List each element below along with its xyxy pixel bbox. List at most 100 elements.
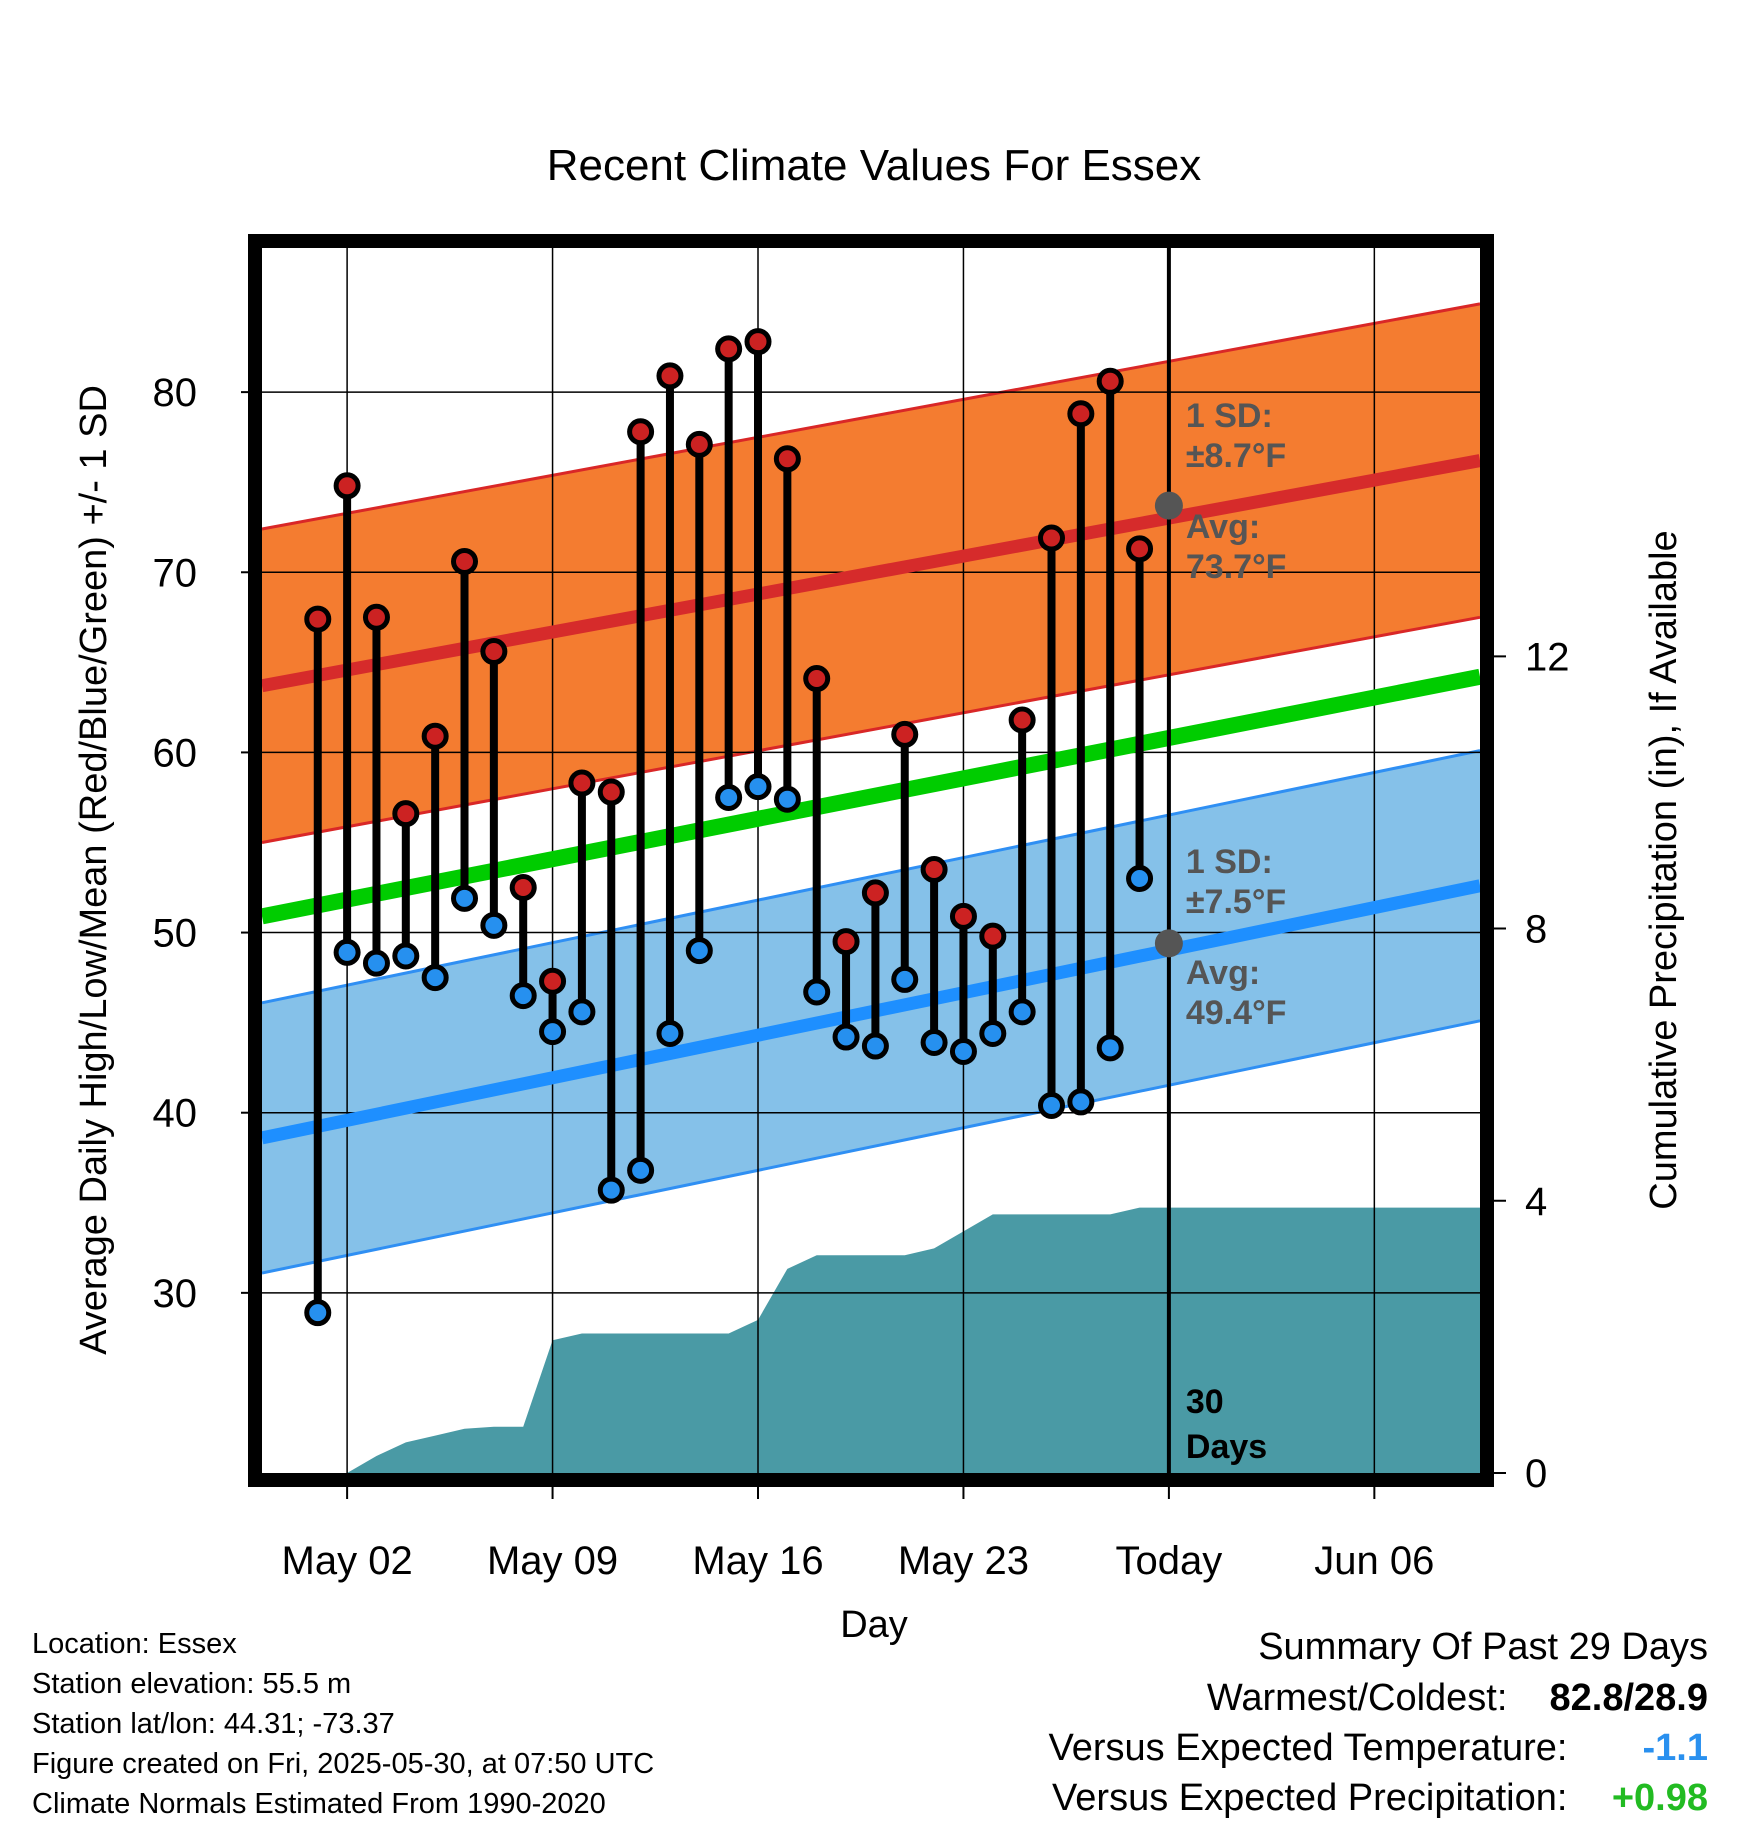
high-point: [861, 879, 889, 907]
low-point: [451, 884, 479, 912]
high-point: [597, 778, 625, 806]
y-axis-label: Average Daily High/Low/Mean (Red/Blue/Gr…: [73, 385, 115, 1355]
low-sd-label: 1 SD:: [1186, 843, 1273, 881]
today-low-avg-marker: [1154, 929, 1183, 958]
normal-high-upper-edge: [261, 302, 1481, 531]
high-sd-value: ±8.7°F: [1186, 437, 1286, 475]
low-point: [362, 949, 390, 977]
temp-value: -1.1: [1642, 1727, 1708, 1769]
low-point: [568, 998, 596, 1026]
x-tick-label: May 02: [282, 1539, 413, 1583]
y2-axis-label: Cumulative Precipitation (in), If Availa…: [1643, 530, 1685, 1209]
low-point: [861, 1032, 889, 1060]
x-tick-label: Jun 06: [1314, 1539, 1434, 1583]
high-point: [832, 928, 860, 956]
y-tick-label: 30: [153, 1272, 198, 1316]
high-point: [1037, 524, 1065, 552]
chart-title: Recent Climate Values For Essex: [547, 141, 1202, 190]
high-point: [920, 856, 948, 884]
low-point: [597, 1176, 625, 1204]
low-point: [891, 965, 919, 993]
low-point: [1096, 1034, 1124, 1062]
x-tick-label: Today: [1116, 1539, 1223, 1583]
footer-normals: Climate Normals Estimated From 1990-2020: [32, 1788, 606, 1820]
high-point: [773, 445, 801, 473]
low-point: [1126, 865, 1154, 893]
high-point: [333, 472, 361, 500]
y2-tick-label: 12: [1525, 635, 1570, 679]
high-avg-label: Avg:: [1186, 508, 1260, 546]
low-point: [803, 978, 831, 1006]
summary-warm-cold: Warmest/Coldest: 82.8/28.9: [1207, 1673, 1708, 1723]
precip-area: [347, 1207, 1480, 1473]
normal-low-lower-edge: [261, 1019, 1481, 1275]
high-point: [1096, 367, 1124, 395]
high-point: [362, 603, 390, 631]
high-point: [568, 769, 596, 797]
high-point: [656, 362, 684, 390]
footer-elevation: Station elevation: 55.5 m: [32, 1668, 352, 1700]
high-point: [979, 922, 1007, 950]
high-point: [685, 430, 713, 458]
low-point: [920, 1028, 948, 1056]
low-point: [773, 785, 801, 813]
normal-low-mean-line: [260, 879, 1482, 1145]
high-sd-label: 1 SD:: [1186, 397, 1273, 435]
low-point: [832, 1023, 860, 1051]
x-tick-label: May 09: [487, 1539, 618, 1583]
warm-cold-label: Warmest/Coldest:: [1206, 1677, 1508, 1719]
low-point: [509, 982, 537, 1010]
high-point: [803, 665, 831, 693]
days-label-number: 30: [1186, 1383, 1224, 1421]
low-point: [333, 938, 361, 966]
footer-created: Figure created on Fri, 2025-05-30, at 07…: [32, 1748, 655, 1780]
low-point: [627, 1156, 655, 1184]
today-high-avg-marker: [1154, 491, 1183, 520]
footer-location: Location: Essex: [32, 1628, 237, 1660]
low-point: [715, 783, 743, 811]
low-point: [949, 1037, 977, 1065]
low-point: [480, 911, 508, 939]
x-tick-label: May 23: [898, 1539, 1029, 1583]
y-tick-label: 60: [153, 731, 198, 775]
summary-precip: Versus Expected Precipitation: +0.98: [1052, 1773, 1708, 1823]
warm-cold-value: 82.8/28.9: [1549, 1677, 1708, 1719]
high-point: [949, 902, 977, 930]
y-tick-label: 80: [153, 371, 198, 415]
y-tick-label: 50: [153, 912, 198, 956]
summary-title: Summary Of Past 29 Days: [1258, 1622, 1708, 1672]
low-point: [1067, 1088, 1095, 1116]
precip-value: +0.98: [1611, 1777, 1708, 1819]
high-point: [627, 418, 655, 446]
high-point: [451, 547, 479, 575]
high-point: [1008, 706, 1036, 734]
x-tick-label: May 16: [692, 1539, 823, 1583]
summary-title-text: Summary Of Past 29 Days: [1258, 1626, 1708, 1668]
y2-tick-label: 0: [1525, 1452, 1547, 1496]
low-point: [979, 1019, 1007, 1047]
high-point: [480, 638, 508, 666]
high-point: [1067, 400, 1095, 428]
low-point: [656, 1019, 684, 1047]
low-avg-value: 49.4°F: [1186, 994, 1287, 1032]
high-point: [744, 328, 772, 356]
plot-frame: [248, 234, 1494, 1487]
footer-latlon: Station lat/lon: 44.31; -73.37: [32, 1708, 395, 1740]
summary-temp: Versus Expected Temperature: -1.1: [1049, 1723, 1708, 1773]
precip-label: Versus Expected Precipitation:: [1052, 1777, 1568, 1819]
low-point: [392, 942, 420, 970]
x-axis-label: Day: [840, 1604, 908, 1646]
y2-tick-label: 8: [1525, 908, 1547, 952]
high-point: [715, 335, 743, 363]
y-tick-label: 40: [153, 1092, 198, 1136]
y-tick-label: 70: [153, 551, 198, 595]
high-point: [421, 722, 449, 750]
high-point: [1126, 535, 1154, 563]
low-point: [304, 1299, 332, 1327]
high-point: [539, 967, 567, 995]
high-point: [304, 605, 332, 633]
days-label-text: Days: [1186, 1428, 1267, 1466]
high-point: [891, 720, 919, 748]
low-point: [1037, 1092, 1065, 1119]
